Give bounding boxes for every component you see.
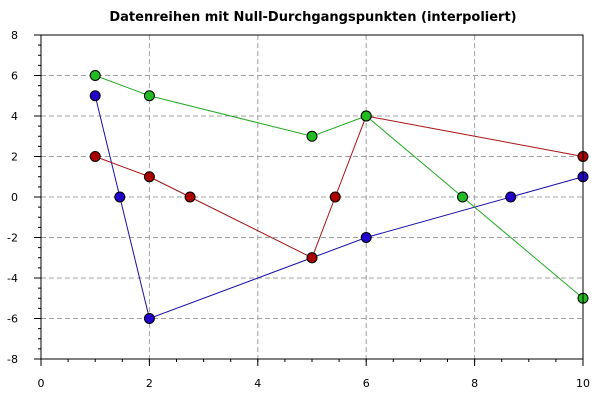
y-tick-label: 6 (11, 70, 18, 83)
series-line (94, 95, 584, 320)
y-tick-label: -2 (7, 232, 18, 245)
data-point (89, 151, 101, 162)
y-tick-label: -8 (7, 353, 18, 366)
x-tick-label: 0 (38, 377, 45, 390)
data-point (184, 191, 196, 203)
x-tick-label: 4 (254, 377, 261, 390)
data-point (114, 191, 126, 203)
x-tick-label: 2 (146, 377, 153, 390)
x-tick-label: 10 (576, 377, 590, 390)
data-point (143, 313, 155, 324)
y-tick-label: 8 (11, 29, 18, 42)
y-tick-label: 0 (11, 191, 18, 204)
series-3 (89, 70, 589, 304)
tick-labels: 0 2 4 6 8 10 -8 -6 -4 -2 0 2 4 6 8 (7, 29, 590, 390)
data-point (143, 171, 155, 183)
data-point (329, 191, 341, 203)
grid-lines (41, 35, 583, 359)
y-tick-label: 4 (11, 110, 18, 123)
chart-title: Datenreihen mit Null-Durchgangspunkten (… (109, 10, 516, 25)
x-tick-label: 6 (363, 377, 370, 390)
data-point (360, 110, 372, 122)
series-line (95, 75, 584, 299)
y-tick-label: 2 (11, 151, 18, 164)
axis-ticks (34, 34, 584, 366)
y-tick-label: -4 (7, 272, 18, 285)
data-point (306, 252, 318, 264)
data-point (306, 130, 318, 142)
data-point (457, 191, 469, 203)
data-point (143, 90, 155, 102)
data-point (89, 70, 101, 81)
x-tick-label: 8 (471, 377, 478, 390)
series-layer (89, 70, 589, 324)
data-point (89, 90, 101, 102)
data-point (360, 232, 372, 243)
y-tick-label: -6 (7, 313, 18, 326)
data-point (505, 191, 517, 203)
